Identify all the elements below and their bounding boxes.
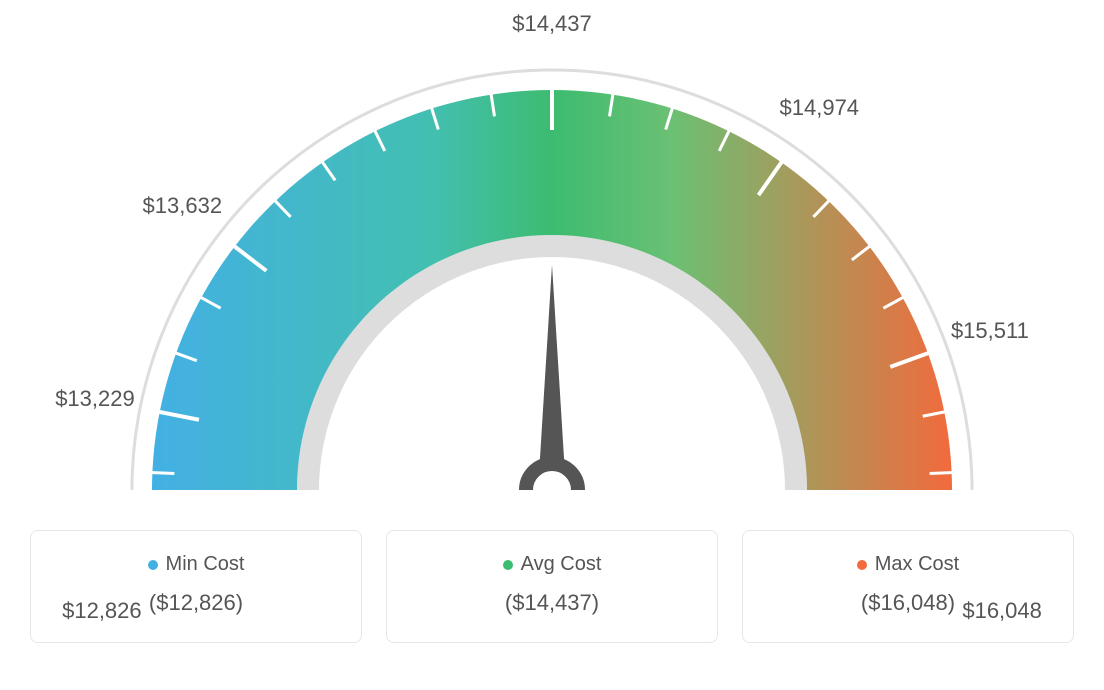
gauge-tick-label: $12,826	[62, 598, 142, 624]
gauge-area: $12,826$13,229$13,632$14,437$14,974$15,5…	[30, 30, 1074, 490]
gauge-svg	[30, 30, 1074, 490]
dot-icon	[857, 560, 867, 570]
gauge-needle-hub	[526, 464, 578, 490]
legend-card-min: Min Cost ($12,826)	[30, 530, 362, 643]
legend-title-text: Max Cost	[875, 553, 959, 576]
legend-card-avg: Avg Cost ($14,437)	[386, 530, 718, 643]
gauge-tick-label: $14,437	[512, 11, 592, 37]
legend-row: Min Cost ($12,826) Avg Cost ($14,437) Ma…	[30, 530, 1074, 643]
gauge-tick-label: $16,048	[962, 598, 1042, 624]
legend-title-max: Max Cost	[857, 553, 959, 576]
legend-title-text: Avg Cost	[521, 553, 602, 576]
gauge-tick-label: $14,974	[780, 95, 860, 121]
gauge-tick-minor	[930, 472, 960, 473]
legend-card-max: Max Cost ($16,048)	[742, 530, 1074, 643]
gauge-chart-container: $12,826$13,229$13,632$14,437$14,974$15,5…	[30, 30, 1074, 643]
gauge-needle	[538, 265, 566, 490]
legend-title-min: Min Cost	[148, 553, 245, 576]
gauge-tick-label: $15,511	[951, 318, 1029, 344]
dot-icon	[148, 560, 158, 570]
legend-title-avg: Avg Cost	[503, 553, 602, 576]
dot-icon	[503, 560, 513, 570]
legend-title-text: Min Cost	[166, 553, 245, 576]
gauge-tick-label: $13,229	[55, 386, 135, 412]
gauge-tick-label: $13,632	[143, 193, 223, 219]
gauge-tick-minor	[144, 472, 174, 473]
legend-value-avg: ($14,437)	[397, 590, 707, 616]
